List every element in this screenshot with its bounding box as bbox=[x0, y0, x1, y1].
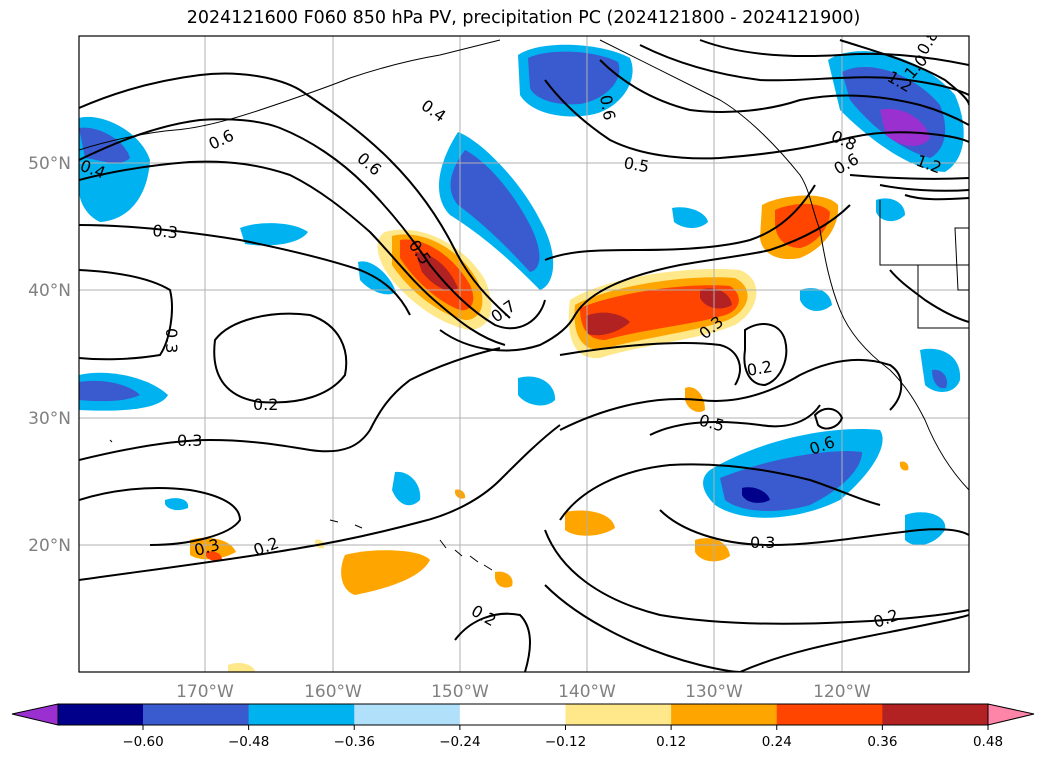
map-panel bbox=[79, 36, 969, 672]
colorbar-swatch bbox=[248, 704, 355, 725]
colorbar-ticks: −0.60 −0.48 −0.36 −0.24 −0.12 0.12 0.24 0.36 0.4… bbox=[122, 725, 1003, 750]
colorbar-swatch bbox=[882, 704, 989, 725]
latitude-labels: 50°N 40°N 30°N 20°N bbox=[28, 154, 71, 556]
colorbar-swatch bbox=[565, 704, 672, 725]
lon-label: 120°W bbox=[813, 682, 871, 702]
colorbar-frame bbox=[57, 703, 989, 726]
colorbar-tick-label: −0.24 bbox=[439, 734, 480, 750]
colorbar-tick-label: 0.48 bbox=[973, 734, 1003, 750]
contour-label: 0.3 bbox=[750, 533, 775, 552]
contour-label: 0.5 bbox=[622, 153, 650, 176]
colorbar-tick-label: 0.36 bbox=[867, 734, 897, 750]
precip-positive-areas bbox=[190, 195, 909, 672]
lon-label: 160°W bbox=[304, 682, 362, 702]
colorbar-tick-label: −0.48 bbox=[228, 734, 269, 750]
contour-label: 0.2 bbox=[745, 357, 773, 380]
contour-label: 0.3 bbox=[152, 221, 179, 242]
colorbar-under-arrow bbox=[11, 703, 59, 726]
colorbar-swatch bbox=[354, 704, 461, 725]
lon-label: 130°W bbox=[685, 682, 743, 702]
contour-label: 0.2 bbox=[253, 395, 278, 414]
colorbar-tick-label: 0.24 bbox=[762, 734, 792, 750]
coastlines bbox=[79, 39, 969, 571]
contour-label: 0.3 bbox=[162, 328, 181, 353]
lat-label: 30°N bbox=[28, 409, 71, 429]
lon-label: 170°W bbox=[176, 682, 234, 702]
colorbar-over-arrow bbox=[987, 703, 1035, 726]
lat-label: 50°N bbox=[28, 154, 71, 174]
colorbar-swatch bbox=[58, 704, 144, 725]
colorbar-swatch bbox=[671, 704, 778, 725]
longitude-labels: 170°W 160°W 150°W 140°W 130°W 120°W bbox=[176, 682, 871, 702]
lon-label: 140°W bbox=[558, 682, 616, 702]
contour-label: 0.6 bbox=[596, 93, 619, 121]
pv-contours bbox=[79, 39, 969, 672]
colorbar-tick-label: −0.12 bbox=[545, 734, 586, 750]
lat-label: 20°N bbox=[28, 536, 71, 556]
map-frame bbox=[78, 35, 970, 673]
precip-negative-areas bbox=[79, 44, 964, 546]
lon-label: 150°W bbox=[431, 682, 489, 702]
lat-label: 40°N bbox=[28, 281, 71, 301]
contour-label: 0.3 bbox=[177, 431, 202, 450]
colorbar: −0.60 −0.48 −0.36 −0.24 −0.12 0.12 0.24 0.36 0.4… bbox=[11, 703, 1035, 750]
colorbar-swatch bbox=[459, 704, 566, 725]
colorbar-segments bbox=[58, 704, 989, 725]
colorbar-tick-label: −0.36 bbox=[334, 734, 375, 750]
graticule bbox=[79, 36, 969, 672]
colorbar-tick-label: −0.60 bbox=[122, 734, 163, 750]
map-title: 2024121600 F060 850 hPa PV, precipitatio… bbox=[186, 8, 861, 28]
colorbar-swatch bbox=[143, 704, 250, 725]
colorbar-swatch bbox=[776, 704, 883, 725]
colorbar-tick-label: 0.12 bbox=[656, 734, 686, 750]
